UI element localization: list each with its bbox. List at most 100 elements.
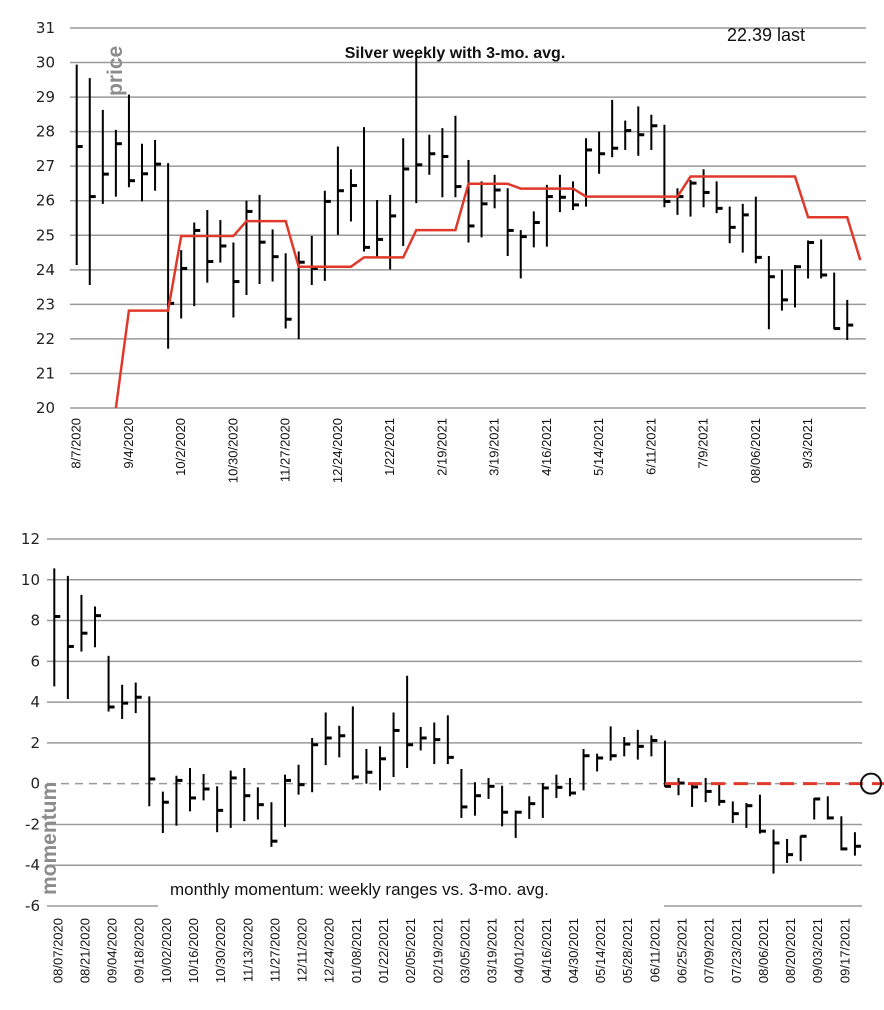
momentum-axis-label: momentum: [38, 782, 61, 895]
y-tick-label: 26: [36, 192, 55, 210]
ohlc-bar: [460, 768, 468, 818]
x-tick-label: 09/17/2021: [837, 918, 852, 983]
ohlc-bar: [501, 785, 509, 827]
x-tick-label: 11/13/2020: [240, 918, 255, 982]
ohlc-bar: [310, 235, 318, 286]
y-tick-label: 30: [36, 54, 55, 72]
x-tick-label: 7/9/2021: [696, 418, 711, 469]
ohlc-bar: [141, 143, 148, 202]
x-tick-label: 10/30/2020: [225, 418, 240, 483]
ohlc-bar: [428, 134, 436, 175]
x-tick-label: 02/19/2021: [430, 918, 445, 983]
x-tick-label: 3/19/2021: [487, 418, 502, 476]
ohlc-bar: [392, 712, 400, 777]
ohlc-bar: [611, 99, 619, 158]
caption-background: [158, 872, 664, 912]
x-tick-label: 03/19/2021: [485, 918, 500, 983]
y-tick-label: 8: [30, 612, 40, 630]
x-tick-label: 04/16/2021: [539, 918, 554, 983]
ohlc-bar: [161, 791, 169, 834]
x-tick-label: 08/06/2021: [748, 418, 763, 483]
y-tick-label: 6: [30, 652, 40, 670]
x-tick-label: 4/16/2021: [539, 418, 554, 476]
ohlc-bar: [833, 272, 841, 331]
ohlc-bar: [473, 782, 481, 816]
x-tick-label: 5/14/2021: [591, 418, 606, 476]
ohlc-bar: [767, 256, 775, 330]
ohlc-bar: [826, 796, 834, 820]
x-tick-label: 07/23/2021: [729, 918, 744, 983]
y-tick-label: 28: [36, 123, 55, 141]
ohlc-bar: [154, 139, 162, 191]
chart-title: Silver weekly with 3-mo. avg.: [345, 45, 566, 62]
y-tick-label: 25: [36, 226, 55, 244]
ohlc-bar: [541, 783, 549, 818]
ohlc-bar: [351, 706, 359, 780]
x-tick-label: 06/11/2021: [647, 918, 662, 982]
ohlc-bar: [650, 735, 658, 757]
ohlc-bar: [419, 726, 427, 751]
x-tick-label: 06/25/2021: [675, 918, 690, 983]
ohlc-bar: [467, 159, 475, 243]
ohlc-bar: [324, 712, 332, 766]
ohlc-bar: [216, 786, 224, 833]
x-tick-label: 8/7/2020: [69, 418, 84, 469]
x-tick-label: 12/24/2020: [322, 918, 337, 983]
ohlc-bar: [741, 203, 749, 253]
x-tick-label: 04/30/2021: [566, 918, 581, 983]
ohlc-bar: [283, 774, 291, 827]
ohlc-bar: [114, 129, 122, 197]
x-tick-label: 12/11/2020: [295, 918, 310, 982]
ohlc-bar: [219, 220, 227, 263]
ohlc-bar: [402, 138, 410, 246]
x-tick-label: 01/22/2021: [376, 918, 391, 983]
last-price-annotation: 22.39 last: [727, 25, 805, 45]
ohlc-bar: [66, 575, 74, 700]
ohlc-bar: [571, 181, 579, 211]
y-tick-label: 31: [36, 19, 55, 37]
ohlc-bar: [378, 746, 386, 791]
y-tick-label: 20: [36, 399, 55, 417]
x-tick-label: 10/02/2020: [159, 918, 174, 983]
ohlc-bar: [363, 127, 371, 252]
y-tick-label: 23: [36, 295, 55, 313]
x-tick-label: 11/27/2020: [278, 418, 293, 482]
ohlc-bar: [311, 737, 319, 793]
avg-line: [114, 175, 862, 409]
ohlc-bar: [336, 146, 344, 235]
x-tick-label: 10/2/2020: [173, 418, 188, 476]
ohlc-bar: [636, 729, 644, 760]
ohlc-bar: [148, 696, 156, 807]
ohlc-bar: [807, 240, 815, 279]
ohlc-bar: [555, 774, 563, 798]
x-tick-label: 09/18/2020: [132, 918, 147, 983]
y-tick-label: 29: [36, 88, 55, 106]
ohlc-bar: [582, 749, 590, 791]
ohlc-bar: [180, 250, 188, 319]
ohlc-bar: [745, 803, 753, 828]
ohlc-bar: [813, 797, 821, 820]
y-tick-label: 2: [30, 734, 40, 752]
ohlc-bar: [704, 777, 712, 803]
x-tick-label: 2/19/2021: [434, 418, 449, 476]
ohlc-bar: [446, 715, 454, 765]
price-axis-label: price: [104, 46, 127, 96]
last-value-circle: [860, 772, 882, 795]
ohlc-bar: [88, 78, 96, 286]
ohlc-bar: [167, 163, 175, 349]
ohlc-bar: [689, 180, 697, 217]
ohlc-bar: [53, 568, 61, 687]
ohlc-bar: [297, 251, 305, 340]
ohlc-bar: [728, 206, 736, 244]
ohlc-bar: [528, 796, 536, 819]
x-tick-label: 11/27/2020: [267, 918, 282, 982]
x-tick-label: 08/07/2020: [50, 918, 65, 983]
x-tick-label: 9/3/2021: [800, 418, 815, 469]
y-tick-label: 21: [36, 364, 55, 382]
x-tick-label: 07/09/2021: [702, 918, 717, 983]
ohlc-bar: [80, 594, 88, 652]
x-tick-label: 05/28/2021: [620, 918, 635, 983]
ohlc-bar: [297, 764, 305, 795]
y-tick-label: 22: [36, 330, 55, 348]
ohlc-bar: [758, 794, 766, 834]
